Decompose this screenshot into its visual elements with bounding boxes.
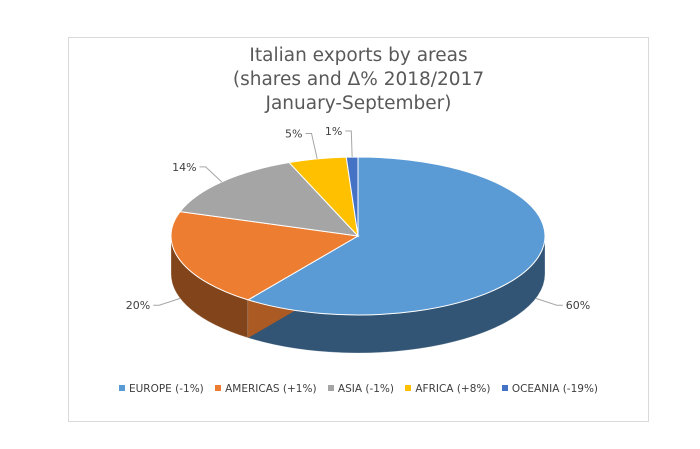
chart-title: Italian exports by areas (shares and Δ% … bbox=[68, 44, 649, 116]
legend-item-americas: AMERICAS (+1%) bbox=[215, 383, 317, 395]
data-label-oceania: 1% bbox=[325, 125, 342, 138]
data-label-africa: 5% bbox=[285, 128, 302, 141]
legend-item-asia: ASIA (-1%) bbox=[327, 383, 395, 395]
leader-line-americas bbox=[153, 297, 181, 306]
pie-slice-americas bbox=[170, 211, 360, 301]
legend-label-africa: AFRICA (+8%) bbox=[415, 383, 491, 395]
legend-swatch-americas bbox=[215, 385, 222, 391]
data-label-asia: 14% bbox=[172, 161, 196, 174]
legend-label-asia: ASIA (-1%) bbox=[337, 383, 395, 395]
pie-slice-asia bbox=[179, 162, 360, 237]
pie-slice-oceania bbox=[345, 156, 359, 237]
pie-slice-europe bbox=[246, 156, 546, 316]
legend-item-africa: AFRICA (+8%) bbox=[405, 383, 490, 395]
leader-line-oceania bbox=[345, 130, 353, 158]
legend-swatch-asia bbox=[327, 385, 334, 391]
legend-label-europe: EUROPE (-1%) bbox=[128, 383, 204, 395]
legend-swatch-europe bbox=[118, 385, 125, 391]
legend-label-oceania: OCEANIA (-19%) bbox=[511, 383, 599, 395]
legend-item-europe: EUROPE (-1%) bbox=[118, 383, 204, 395]
chart-legend: EUROPE (-1%) AMERICAS (+1%) ASIA (-1%) A… bbox=[68, 383, 649, 395]
leader-line-europe bbox=[535, 297, 563, 306]
legend-swatch-africa bbox=[405, 385, 412, 391]
chart-title-line-3: January-September) bbox=[265, 93, 452, 114]
legend-item-oceania: OCEANIA (-19%) bbox=[501, 383, 599, 395]
chart-title-line-2: (shares and Δ% 2018/2017 bbox=[232, 69, 485, 90]
leader-line-asia bbox=[199, 166, 223, 183]
leader-line-africa bbox=[305, 133, 318, 160]
data-label-europe: 60% bbox=[566, 299, 590, 312]
chart-title-line-1: Italian exports by areas bbox=[249, 45, 468, 66]
legend-swatch-oceania bbox=[501, 385, 508, 391]
data-label-americas: 20% bbox=[126, 299, 150, 312]
legend-label-americas: AMERICAS (+1%) bbox=[225, 383, 317, 395]
